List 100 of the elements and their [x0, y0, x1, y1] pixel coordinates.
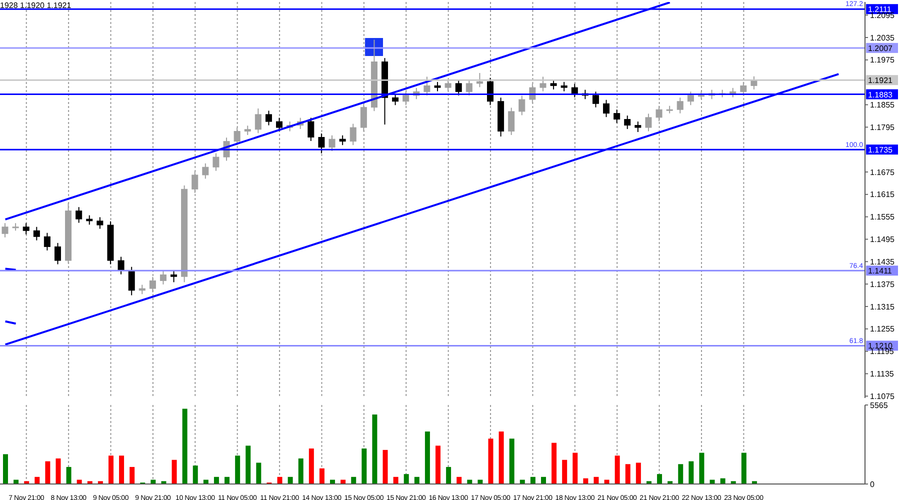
bar: [498, 431, 504, 484]
ref-line-label: 1.1921: [868, 76, 894, 86]
y-tick-label: 1.1255: [870, 324, 896, 334]
candlestick: [276, 117, 283, 132]
bar: [699, 452, 704, 484]
ref-line-label: 1.1883: [868, 90, 894, 100]
bar: [530, 476, 536, 484]
bar: [56, 458, 61, 484]
bar: [108, 456, 114, 484]
bar: [192, 466, 198, 484]
bar: [625, 464, 630, 484]
y-tick-label: 1.1315: [870, 302, 896, 312]
y-tick-label: 1.1975: [870, 56, 896, 65]
y-tick-label: 1.1555: [870, 212, 896, 222]
bar: [308, 448, 314, 484]
candlestick: [160, 270, 166, 285]
bar: [446, 466, 452, 484]
candlestick: [434, 81, 441, 92]
bar: [246, 446, 251, 484]
bar: [330, 480, 336, 484]
candlestick: [592, 91, 599, 108]
bar: [414, 476, 420, 484]
bar: [130, 466, 135, 484]
bar: [478, 480, 483, 484]
y-tick-label: 1.1375: [870, 280, 896, 289]
candlestick: [571, 83, 578, 98]
candlestick: [614, 109, 620, 124]
bar: [424, 431, 430, 484]
y-tick-label: 1.1675: [870, 168, 896, 177]
ref-line-label: 1.2007: [868, 44, 894, 53]
candlestick: [202, 162, 209, 180]
bar: [3, 454, 8, 484]
y-tick-label: 1.1435: [870, 257, 896, 266]
bar: [362, 448, 367, 484]
candlestick: [318, 133, 325, 154]
annotation: 1928 1.1920 1.1921: [0, 1, 72, 10]
y-tick-label: 1.1195: [870, 347, 894, 356]
bar: [436, 446, 440, 484]
bar: [235, 456, 240, 484]
candlestick: [44, 232, 50, 251]
bar: [594, 476, 599, 484]
candlestick: [328, 134, 336, 152]
bar: [203, 480, 208, 484]
bar: [66, 466, 72, 484]
bar: [340, 480, 346, 484]
candlestick: [603, 99, 610, 118]
bar: [351, 476, 356, 484]
bar: [372, 414, 378, 484]
bar: [488, 438, 494, 484]
y-tick-label: 1.1795: [870, 122, 896, 132]
bar: [288, 476, 293, 484]
candlestick: [244, 125, 251, 136]
candlestick: [339, 134, 346, 146]
bar: [214, 476, 219, 484]
candlestick: [212, 152, 220, 172]
bar: [76, 480, 82, 484]
bar: [467, 480, 472, 484]
candlestick: [96, 216, 104, 230]
candlestick: [645, 113, 652, 132]
candlestick: [392, 93, 399, 106]
bar: [256, 462, 262, 484]
candlestick: [634, 121, 642, 133]
candlestick: [22, 222, 30, 235]
candlestick: [476, 72, 483, 88]
candlestick: [128, 266, 135, 296]
bar: [604, 480, 610, 484]
candlestick: [170, 270, 178, 283]
candlestick: [687, 91, 694, 106]
y-tick-label: 1.1075: [870, 392, 896, 401]
candlestick: [118, 256, 124, 275]
y-tick-label: 1.1615: [870, 190, 896, 200]
y-tick-label: 1.1855: [870, 100, 896, 110]
y-tick-label: 1.2035: [870, 33, 896, 42]
candlestick: [308, 117, 314, 142]
candlestick: [86, 214, 93, 226]
bar: [382, 450, 388, 484]
candlestick: [466, 79, 472, 96]
bar: [572, 452, 578, 484]
candlestick: [455, 79, 462, 96]
candlestick: [33, 226, 40, 241]
bar: [14, 480, 19, 484]
candlestick: [518, 95, 526, 116]
candlestick: [540, 76, 546, 92]
candlestick: [508, 107, 515, 136]
candlestick: [550, 79, 557, 90]
bar: [45, 461, 50, 484]
bar: [636, 462, 641, 484]
bar: [119, 456, 124, 484]
bar: [509, 438, 514, 484]
y-tick-label: 0: [870, 480, 875, 489]
candlestick: [76, 206, 82, 224]
bar: [678, 464, 684, 484]
bar: [224, 476, 230, 484]
candlestick: [54, 242, 61, 265]
candlestick: [676, 97, 684, 114]
ref-line-label: 1.1735: [868, 146, 894, 155]
bar: [298, 458, 304, 484]
candlestick: [138, 284, 146, 295]
y-tick-label: 1.1135: [870, 370, 894, 379]
bar: [741, 452, 746, 484]
